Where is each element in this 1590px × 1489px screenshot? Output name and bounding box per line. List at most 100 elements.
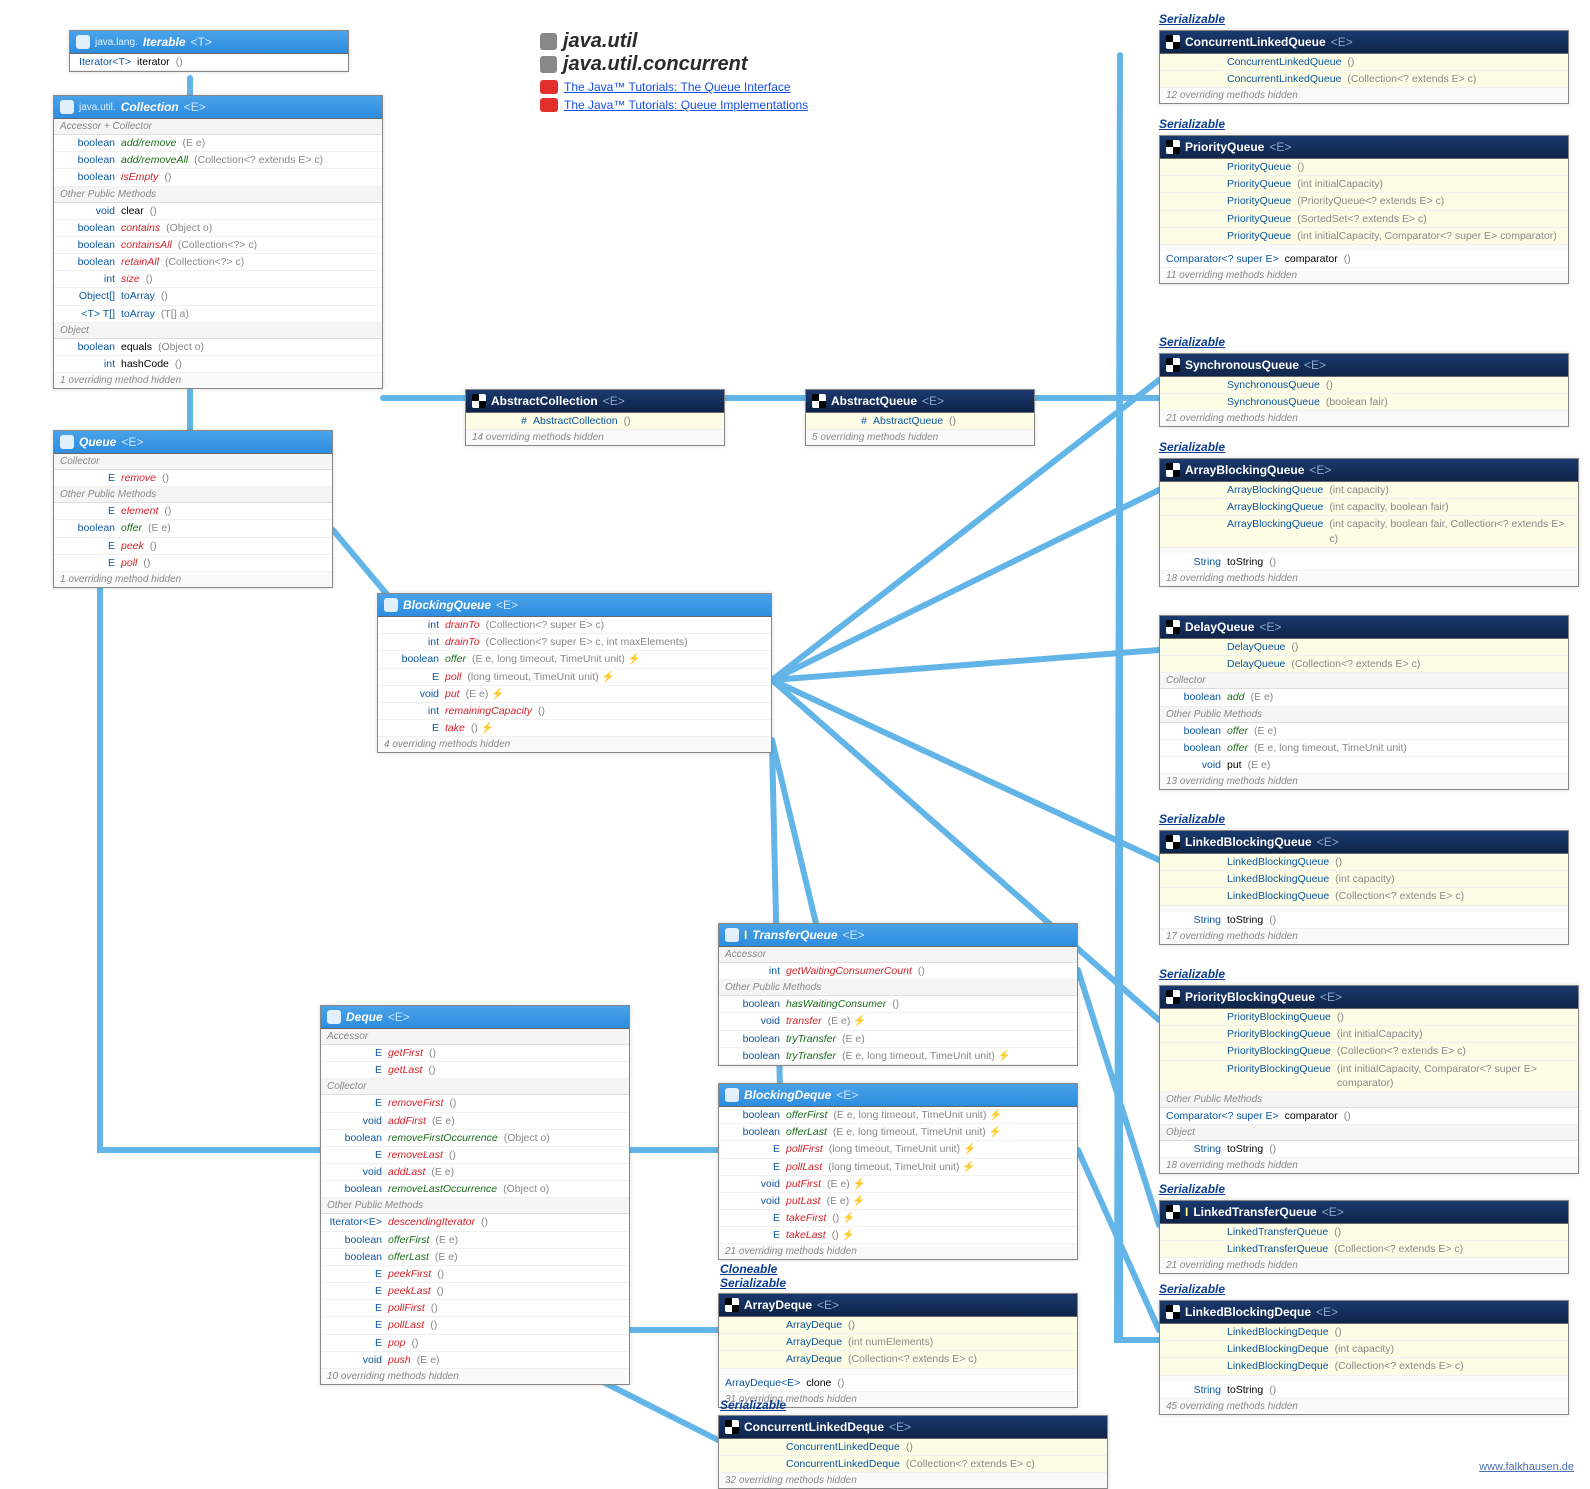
method-row: voidpush (E e) — [321, 1352, 629, 1369]
pkg1: java.util — [563, 30, 637, 53]
method-row: ConcurrentLinkedQueue (Collection<? exte… — [1160, 71, 1568, 88]
section-header: Collector — [321, 1079, 629, 1095]
method-row: Iterator<T>iterator () — [70, 54, 348, 71]
class-header[interactable]: DelayQueue <E> — [1160, 616, 1568, 639]
class-header[interactable]: ArrayBlockingQueue <E> — [1160, 459, 1578, 482]
class-header[interactable]: java.lang.Iterable <T> — [70, 31, 348, 54]
class-header[interactable]: java.util.Collection <E> — [54, 96, 382, 119]
stereotype-label: Serializable — [1159, 335, 1225, 349]
class-header[interactable]: LinkedBlockingQueue <E> — [1160, 831, 1568, 854]
class-box-collection[interactable]: java.util.Collection <E>Accessor + Colle… — [53, 95, 383, 389]
class-header[interactable]: ConcurrentLinkedDeque <E> — [719, 1416, 1107, 1439]
class-header[interactable]: BlockingDeque <E> — [719, 1084, 1077, 1107]
method-row: #AbstractQueue () — [806, 413, 1034, 430]
method-row: booleanofferLast (E e) — [321, 1249, 629, 1266]
class-name: PriorityBlockingQueue — [1185, 990, 1315, 1004]
class-box-deque[interactable]: Deque <E>AccessorEgetFirst ()EgetLast ()… — [320, 1005, 630, 1385]
hidden-methods-note: 5 overriding methods hidden — [806, 430, 1034, 445]
class-header[interactable]: PriorityBlockingQueue <E> — [1160, 986, 1578, 1009]
method-row: Epop () — [321, 1335, 629, 1352]
tutorial-link-1[interactable]: The Java™ Tutorials: The Queue Interface — [540, 80, 808, 94]
method-row: ConcurrentLinkedDeque () — [719, 1439, 1107, 1456]
class-header[interactable]: LinkedBlockingDeque <E> — [1160, 1301, 1568, 1324]
method-row: LinkedBlockingQueue () — [1160, 854, 1568, 871]
method-row: booleancontains (Object o) — [54, 220, 382, 237]
method-row: intdrainTo (Collection<? super E> c) — [378, 617, 771, 634]
class-name: BlockingDeque — [744, 1088, 831, 1102]
class-box-bd[interactable]: BlockingDeque <E>booleanofferFirst (E e,… — [718, 1083, 1078, 1260]
class-box-tq[interactable]: ITransferQueue <E>AccessorintgetWaitingC… — [718, 923, 1078, 1066]
footer-link[interactable]: www.falkhausen.de — [1479, 1461, 1574, 1473]
method-row: LinkedBlockingQueue (int capacity) — [1160, 871, 1568, 888]
method-row: Comparator<? super E>comparator () — [1160, 251, 1568, 268]
method-row: booleantryTransfer (E e, long timeout, T… — [719, 1048, 1077, 1065]
method-row: voidaddLast (E e) — [321, 1164, 629, 1181]
method-row: ArrayBlockingQueue (int capacity, boolea… — [1160, 499, 1578, 516]
class-box-sq[interactable]: SynchronousQueue <E>SynchronousQueue ()S… — [1159, 353, 1569, 427]
class-box-bq[interactable]: BlockingQueue <E>intdrainTo (Collection<… — [377, 593, 772, 753]
class-icon — [60, 435, 74, 449]
class-icon — [384, 598, 398, 612]
class-box-cld[interactable]: ConcurrentLinkedDeque <E>ConcurrentLinke… — [718, 1415, 1108, 1489]
method-row: EpollLast (long timeout, TimeUnit unit) … — [719, 1159, 1077, 1176]
class-name: Queue — [79, 435, 116, 449]
class-box-ltq[interactable]: ILinkedTransferQueue <E>LinkedTransferQu… — [1159, 1200, 1569, 1274]
class-header[interactable]: AbstractQueue <E> — [806, 390, 1034, 413]
method-row: Etake () ⚡ — [378, 720, 771, 737]
class-box-pbq[interactable]: PriorityBlockingQueue <E>PriorityBlockin… — [1159, 985, 1579, 1174]
stereotype-label: Serializable — [1159, 812, 1225, 826]
hidden-methods-note: 14 overriding methods hidden — [466, 430, 724, 445]
class-box-absColl[interactable]: AbstractCollection <E>#AbstractCollectio… — [465, 389, 725, 446]
stereotype-label: Serializable — [1159, 12, 1225, 26]
method-row: EpeekFirst () — [321, 1266, 629, 1283]
class-box-ad[interactable]: ArrayDeque <E>ArrayDeque ()ArrayDeque (i… — [718, 1293, 1078, 1408]
method-row: EremoveLast () — [321, 1147, 629, 1164]
method-row: PriorityBlockingQueue (int initialCapaci… — [1160, 1061, 1578, 1092]
section-header: Collector — [1160, 673, 1568, 689]
hidden-methods-note: 4 overriding methods hidden — [378, 737, 771, 752]
class-icon — [725, 1298, 739, 1312]
method-row: EtakeLast () ⚡ — [719, 1227, 1077, 1244]
class-box-clq[interactable]: ConcurrentLinkedQueue <E> ConcurrentLinke… — [1159, 30, 1569, 104]
hidden-methods-note: 45 overriding methods hidden — [1160, 1399, 1568, 1414]
method-row: voidaddFirst (E e) — [321, 1113, 629, 1130]
method-row: ArrayDeque<E>clone () — [719, 1375, 1077, 1392]
class-header[interactable]: BlockingQueue <E> — [378, 594, 771, 617]
method-row: ArrayDeque (int numElements) — [719, 1334, 1077, 1351]
class-box-lbq[interactable]: LinkedBlockingQueue <E>LinkedBlockingQue… — [1159, 830, 1569, 945]
method-row: inthashCode () — [54, 356, 382, 373]
class-icon — [725, 928, 739, 942]
class-header[interactable]: ITransferQueue <E> — [719, 924, 1077, 947]
method-row: EpollFirst (long timeout, TimeUnit unit)… — [719, 1141, 1077, 1158]
method-row: booleanequals (Object o) — [54, 339, 382, 356]
class-icon — [1166, 620, 1180, 634]
method-row: PriorityQueue (SortedSet<? extends E> c) — [1160, 211, 1568, 228]
class-header[interactable]: Queue <E> — [54, 431, 332, 454]
class-header[interactable]: ArrayDeque <E> — [719, 1294, 1077, 1317]
class-header[interactable]: AbstractCollection <E> — [466, 390, 724, 413]
method-row: LinkedBlockingQueue (Collection<? extend… — [1160, 888, 1568, 905]
hidden-methods-note: 13 overriding methods hidden — [1160, 774, 1568, 789]
class-box-pq[interactable]: PriorityQueue <E>PriorityQueue ()Priorit… — [1159, 135, 1569, 284]
stereotype-label: Serializable — [1159, 1182, 1225, 1196]
class-box-absQueue[interactable]: AbstractQueue <E>#AbstractQueue ()5 over… — [805, 389, 1035, 446]
method-row: Comparator<? super E>comparator () — [1160, 1108, 1578, 1125]
hidden-methods-note: 17 overriding methods hidden — [1160, 929, 1568, 944]
method-row: booleanofferLast (E e, long timeout, Tim… — [719, 1124, 1077, 1141]
class-header[interactable]: ConcurrentLinkedQueue <E> — [1160, 31, 1568, 54]
class-header[interactable]: ILinkedTransferQueue <E> — [1160, 1201, 1568, 1224]
method-row: booleanadd (E e) — [1160, 689, 1568, 706]
class-box-queue[interactable]: Queue <E>CollectorEremove ()Other Public… — [53, 430, 333, 588]
class-box-iterable[interactable]: java.lang.Iterable <T>Iterator<T>iterato… — [69, 30, 349, 72]
class-name: Deque — [346, 1010, 383, 1024]
method-row: booleantryTransfer (E e) — [719, 1031, 1077, 1048]
tutorial-link-2[interactable]: The Java™ Tutorials: Queue Implementatio… — [540, 98, 808, 112]
class-box-dq[interactable]: DelayQueue <E>DelayQueue ()DelayQueue (C… — [1159, 615, 1569, 790]
class-header[interactable]: Deque <E> — [321, 1006, 629, 1029]
class-box-abq[interactable]: ArrayBlockingQueue <E> ArrayBlockingQueue… — [1159, 458, 1579, 587]
class-box-lbd[interactable]: LinkedBlockingDeque <E>LinkedBlockingDeq… — [1159, 1300, 1569, 1415]
class-header[interactable]: PriorityQueue <E> — [1160, 136, 1568, 159]
method-row: StringtoString () — [1160, 1141, 1578, 1158]
section-header: Other Public Methods — [1160, 1092, 1578, 1108]
class-header[interactable]: SynchronousQueue <E> — [1160, 354, 1568, 377]
